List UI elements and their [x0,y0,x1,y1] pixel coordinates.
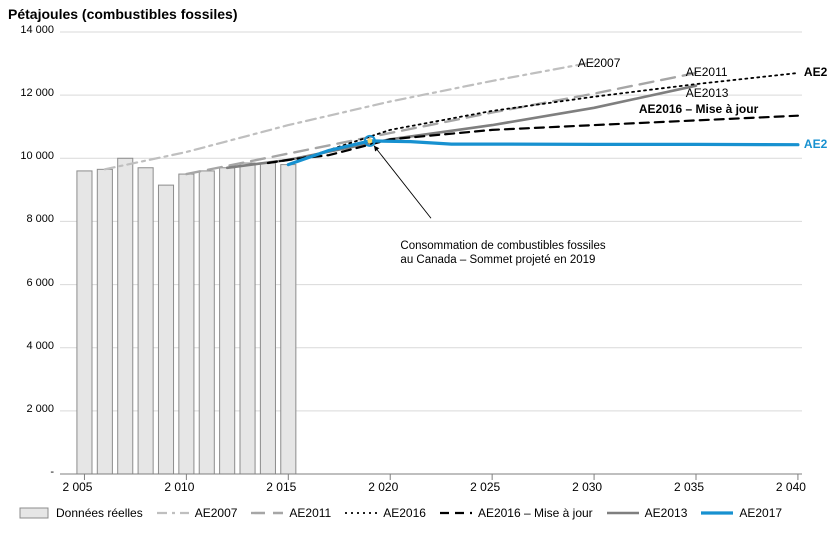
legend-line-icon [345,506,377,520]
y-tick-label: 4 000 [26,340,54,352]
x-tick-label: 2 040 [776,480,806,494]
legend-line-icon [701,506,733,520]
x-tick-label: 2 025 [470,480,500,494]
series-AE2007 [105,62,594,169]
legend: Données réelles AE2007 AE2011 AE2016 AE2016 … [18,506,815,520]
x-tick-label: 2 015 [266,480,296,494]
y-tick-label: - [50,466,54,478]
x-tick-label: 2 020 [368,480,398,494]
series-label-AE2007: AE2007 [578,56,621,70]
legend-label: AE2017 [739,506,782,520]
x-tick-label: 2 005 [62,480,92,494]
legend-label: AE2016 – Mise à jour [478,506,593,520]
legend-box-icon [18,506,50,520]
legend-line-icon [440,506,472,520]
annotation-line: Consommation de combustibles fossiles [400,239,605,253]
legend-label: AE2007 [195,506,238,520]
series-label-AE2016upd: AE2016 – Mise à jour [639,102,758,116]
legend-label: Données réelles [56,506,143,520]
legend-item-AE2017: AE2017 [701,506,782,520]
peak-annotation: Consommation de combustibles fossilesau … [400,239,605,268]
series-label-AE2016: AE2016 [804,65,827,79]
series-label-AE2017: AE2017 [804,137,827,151]
annotation-line: au Canada – Sommet projeté en 2019 [400,253,605,267]
x-tick-label: 2 035 [674,480,704,494]
legend-item-AE2007: AE2007 [157,506,238,520]
y-tick-label: 6 000 [26,277,54,289]
legend-label: AE2011 [289,506,331,520]
legend-item-AE2011: AE2011 [251,506,331,520]
series-AE2013 [227,86,696,168]
y-tick-label: 14 000 [20,24,54,36]
legend-line-icon [251,506,283,520]
x-tick-label: 2 030 [572,480,602,494]
legend-label: AE2016 [383,506,426,520]
series-label-AE2011: AE2011 [686,65,728,79]
chart-title: Pétajoules (combustibles fossiles) [8,6,238,22]
x-tick-label: 2 010 [164,480,194,494]
legend-item-bars: Données réelles [18,506,143,520]
series-AE2016upd [268,116,798,163]
series-label-AE2013: AE2013 [686,86,729,100]
y-tick-label: 12 000 [20,87,54,99]
legend-label: AE2013 [645,506,688,520]
legend-item-AE2016: AE2016 [345,506,426,520]
y-tick-label: 10 000 [20,150,54,162]
legend-item-AE2013: AE2013 [607,506,688,520]
legend-line-icon [157,506,189,520]
legend-line-icon [607,506,639,520]
legend-item-AE2016upd: AE2016 – Mise à jour [440,506,593,520]
y-tick-label: 2 000 [26,403,54,415]
y-tick-label: 8 000 [26,213,54,225]
